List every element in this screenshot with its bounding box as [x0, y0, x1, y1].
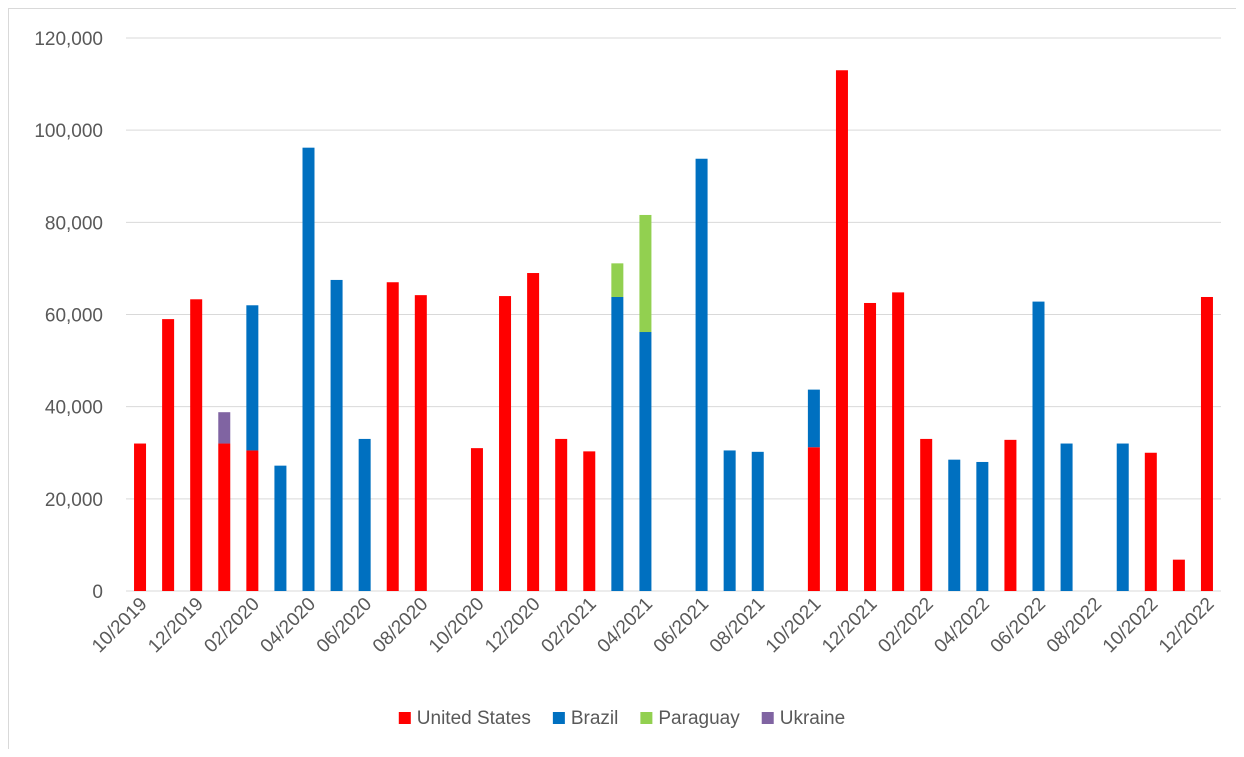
bar-segment: [864, 302, 877, 591]
x-tick-label: 02/2022: [874, 594, 937, 657]
legend-swatch: [398, 712, 411, 724]
legend-swatch: [640, 712, 653, 724]
x-axis-tick-labels: 10/201912/201902/202004/202006/202008/20…: [88, 594, 1218, 657]
x-tick-label: 04/2021: [594, 594, 657, 657]
bar-segment: [358, 438, 371, 591]
x-tick-label: 12/2020: [481, 594, 544, 657]
bar-segment: [976, 461, 989, 591]
bar-segment: [470, 448, 483, 591]
legend-label: Ukraine: [780, 708, 845, 729]
bar-segment: [639, 214, 652, 333]
bar-segment: [162, 319, 175, 591]
y-tick-label: 120,000: [34, 29, 103, 50]
bar-segment: [1032, 301, 1045, 591]
y-tick-label: 20,000: [45, 490, 103, 511]
legend-label: Paraguay: [658, 708, 740, 729]
bar-segment: [302, 147, 315, 591]
bar-segment: [751, 451, 764, 591]
bar-segment: [527, 273, 540, 591]
legend: United States Brazil Paraguay Ukraine: [398, 708, 845, 729]
bar-segment: [246, 450, 259, 591]
x-tick-label: 10/2021: [762, 594, 825, 657]
bar-segment: [274, 465, 287, 591]
x-tick-label: 10/2022: [1099, 594, 1162, 657]
bar-segment: [807, 447, 820, 591]
x-tick-label: 04/2022: [930, 594, 993, 657]
bar-segment: [134, 443, 147, 591]
y-axis-tick-labels: 0 20,000 40,000 60,000 80,000 100,000 120,000: [34, 29, 103, 603]
bars: [134, 70, 1213, 592]
y-tick-label: 60,000: [45, 306, 103, 327]
bar-segment: [555, 438, 568, 591]
bar-segment: [948, 459, 961, 591]
bar-segment: [920, 438, 933, 591]
x-tick-label: 08/2021: [706, 594, 769, 657]
bar-segment: [414, 295, 427, 591]
legend-swatch: [552, 712, 565, 724]
legend-swatch: [761, 712, 774, 724]
bar-segment: [892, 292, 905, 591]
bar-segment: [807, 389, 820, 448]
x-tick-label: 12/2019: [144, 594, 207, 657]
x-tick-label: 06/2020: [313, 594, 376, 657]
bar-segment: [386, 282, 399, 591]
bar-segment: [695, 158, 708, 591]
x-tick-label: 08/2022: [1043, 594, 1106, 657]
bar-segment: [835, 70, 848, 592]
gridlines: [126, 37, 1221, 592]
x-tick-label: 08/2020: [369, 594, 432, 657]
y-tick-label: 100,000: [34, 121, 103, 142]
legend-label: United States: [417, 708, 531, 729]
bar-segment: [723, 450, 736, 591]
chart-frame: [8, 8, 1236, 749]
x-tick-label: 10/2019: [88, 594, 151, 657]
y-tick-label: 40,000: [45, 398, 103, 419]
bar-segment: [330, 279, 343, 591]
bar-segment: [583, 451, 596, 591]
bar-segment: [611, 263, 624, 297]
y-tick-label: 0: [92, 582, 103, 603]
x-tick-label: 02/2020: [200, 594, 263, 657]
bar-segment: [1004, 439, 1017, 591]
x-tick-label: 12/2022: [1155, 594, 1218, 657]
bar-segment: [246, 305, 259, 451]
bar-segment: [1172, 559, 1185, 591]
bar-segment: [218, 443, 231, 591]
bar-segment: [499, 296, 512, 591]
bar-segment: [611, 296, 624, 591]
legend-label: Brazil: [571, 708, 619, 729]
bar-segment: [1200, 296, 1213, 591]
bar-segment: [218, 412, 231, 444]
x-tick-label: 02/2021: [537, 594, 600, 657]
bar-segment: [1116, 443, 1129, 591]
x-tick-label: 04/2020: [257, 594, 320, 657]
bar-segment: [1144, 452, 1157, 591]
bar-segment: [1060, 443, 1073, 591]
x-tick-label: 10/2020: [425, 594, 488, 657]
x-tick-label: 12/2021: [818, 594, 881, 657]
bar-segment: [190, 299, 203, 591]
x-tick-label: 06/2021: [650, 594, 713, 657]
bar-segment: [639, 332, 652, 591]
y-tick-label: 80,000: [45, 213, 103, 234]
x-tick-label: 06/2022: [987, 594, 1050, 657]
